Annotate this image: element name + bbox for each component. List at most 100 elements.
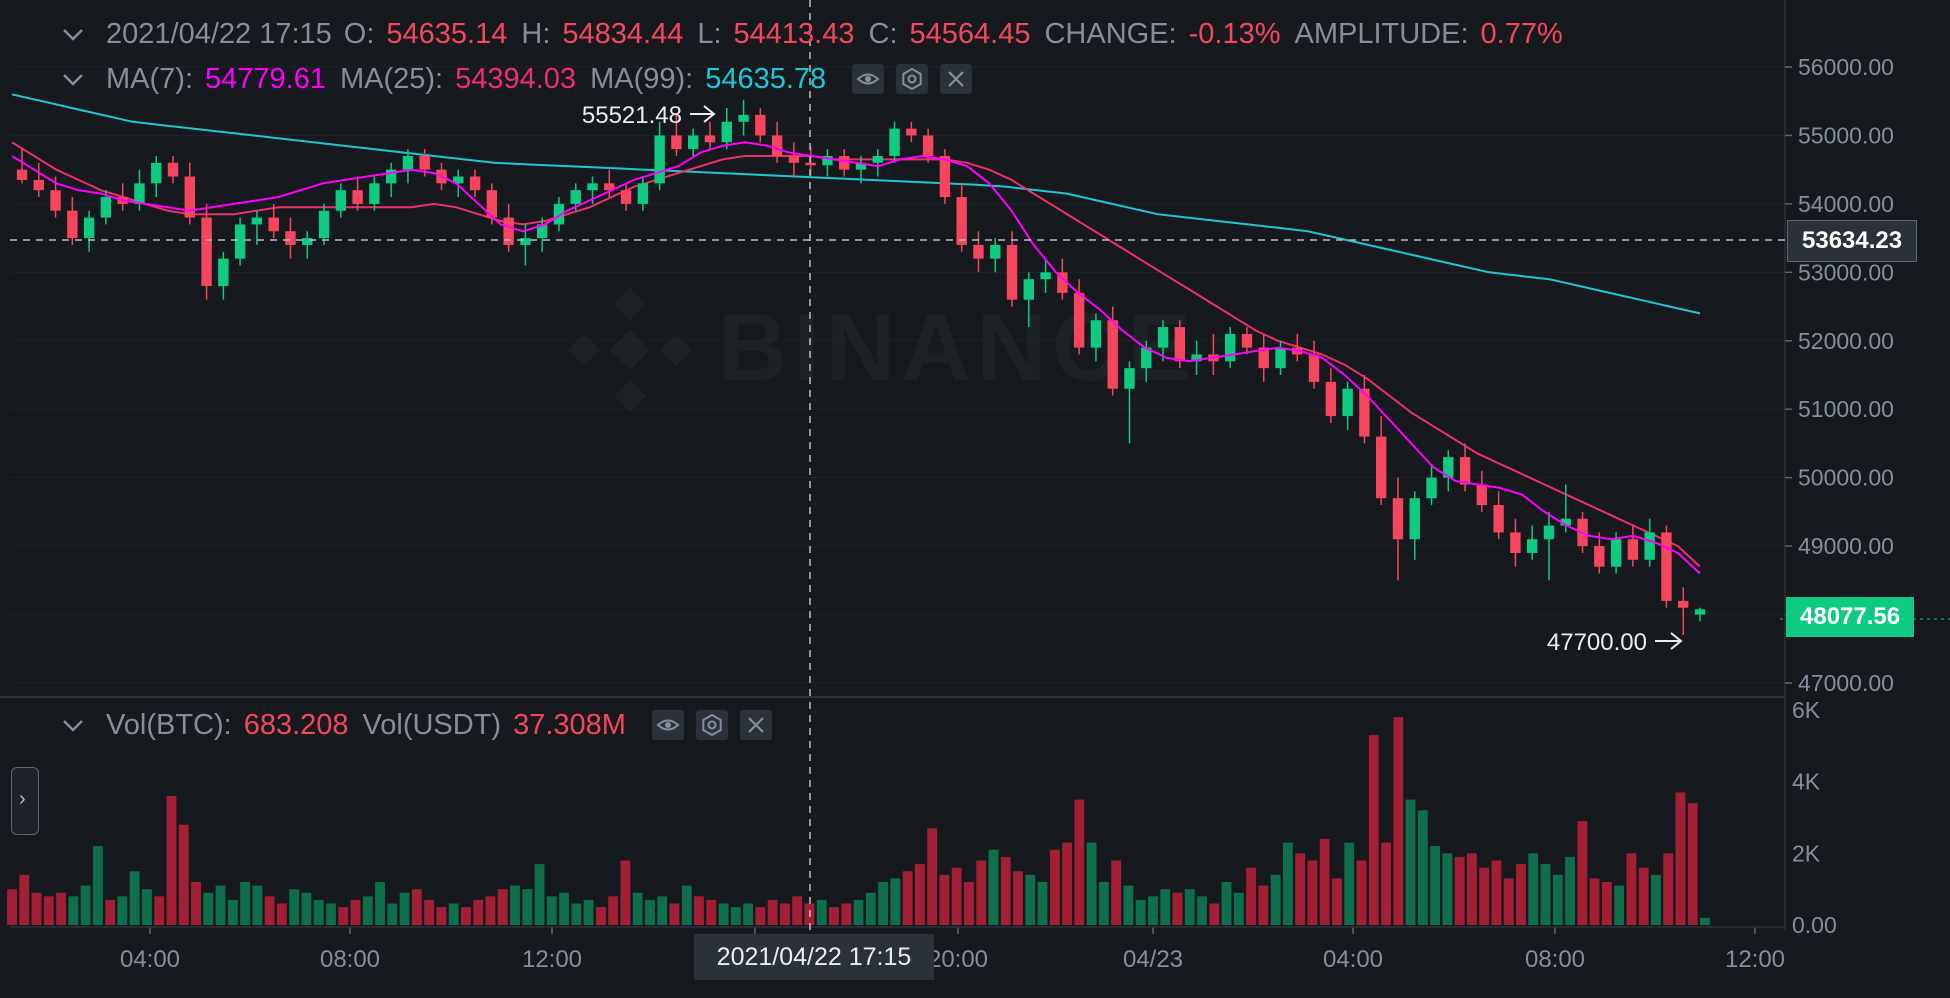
ma7-value: 54779.61 <box>205 62 326 95</box>
candle-body <box>1157 327 1169 348</box>
volume-bar <box>1417 810 1428 925</box>
volume-bar <box>1282 842 1293 925</box>
candle-body <box>1644 532 1655 560</box>
ma99-value: 54635.78 <box>705 62 827 95</box>
volume-bar <box>743 903 753 925</box>
vol-usdt-value: 37.308M <box>513 708 626 741</box>
chevron-down-icon[interactable] <box>58 64 88 94</box>
settings-button[interactable] <box>695 710 728 740</box>
candle-body <box>1392 498 1404 540</box>
price-tick-label: 53000.00 <box>1798 259 1894 285</box>
volume-bar <box>1000 856 1011 925</box>
candle-body <box>1476 484 1488 506</box>
volume-bar <box>1601 882 1612 925</box>
eye-button[interactable] <box>852 64 885 94</box>
time-tick-label: 04:00 <box>1323 946 1383 973</box>
candle-body <box>302 238 313 245</box>
watermark: BINANCE <box>568 288 1191 412</box>
volume-bar <box>1111 860 1122 925</box>
volume-bar <box>841 903 852 925</box>
volume-bar <box>730 907 741 925</box>
candle-body <box>1543 525 1555 540</box>
time-tick-label: 08:00 <box>1525 946 1585 973</box>
ma7-path <box>11 141 1701 575</box>
volume-bar <box>1258 885 1269 925</box>
volume-bar <box>1098 882 1109 925</box>
candle-body <box>587 183 598 191</box>
volume-bar <box>964 882 974 925</box>
eye-button[interactable] <box>651 710 684 740</box>
candle-body <box>520 238 531 245</box>
candle-body <box>1073 292 1085 348</box>
volume-bar <box>1638 867 1649 925</box>
candle-body <box>83 217 95 239</box>
volume-bar <box>338 907 349 925</box>
volume-bar <box>252 885 263 925</box>
candle-body <box>1275 347 1286 369</box>
ma25-label: MA(25): <box>339 62 444 95</box>
volume-bar <box>473 899 484 925</box>
candle-body <box>671 135 682 150</box>
volume-bar <box>681 885 692 925</box>
volume-bar <box>448 903 459 925</box>
volume-bar <box>350 899 361 925</box>
candle-body <box>536 224 548 239</box>
time-axis[interactable]: 04:0008:0012:0016:0020:0004/2304:0008:00… <box>10 926 1785 973</box>
volume-bar <box>1295 853 1306 925</box>
candle-body <box>922 135 934 156</box>
candle-body <box>570 190 581 204</box>
volume-bar <box>1565 856 1575 925</box>
volume-bar <box>1135 899 1146 925</box>
candle-body <box>1241 333 1253 348</box>
candle-body <box>889 128 900 156</box>
candle-body <box>453 176 464 184</box>
volume-bar <box>1049 849 1060 925</box>
volume-bar <box>142 889 152 925</box>
volume-bar <box>80 885 91 925</box>
candle-body <box>402 155 414 170</box>
candle-body <box>654 135 665 184</box>
last-price-label: 48077.56 <box>1786 597 1915 637</box>
candle-body <box>318 210 330 239</box>
high-value: 54834.44 <box>562 17 684 50</box>
chevron-down-icon[interactable] <box>58 710 88 740</box>
volume-bar <box>68 896 79 925</box>
close-button[interactable] <box>940 64 973 94</box>
close-button[interactable] <box>739 710 772 740</box>
chevron-down-icon[interactable] <box>58 19 88 49</box>
volume-bar <box>890 878 901 925</box>
candle-body <box>1594 546 1605 567</box>
candle-body <box>486 190 498 218</box>
volume-bar <box>276 903 287 925</box>
candle-body <box>755 114 766 136</box>
volume-bar <box>19 874 30 925</box>
candle-body <box>151 162 162 184</box>
volume-bar <box>988 849 999 925</box>
candle-body <box>855 162 867 170</box>
volume-bar <box>559 892 569 925</box>
volume-bar <box>779 903 790 925</box>
volume-bar <box>424 899 435 925</box>
volume-bar <box>976 860 987 925</box>
candle-body <box>251 217 263 225</box>
volume-bar <box>1381 842 1391 925</box>
volume-bar <box>1466 853 1477 925</box>
vol-btc-label: Vol(BTC): <box>106 708 232 741</box>
candle-body <box>637 183 649 204</box>
candle-body <box>419 155 430 170</box>
time-tick-label: 12:00 <box>1725 946 1785 973</box>
volume-axis[interactable]: 6K 4K 2K 0.00 <box>1792 697 1837 938</box>
eye-icon <box>856 73 880 85</box>
expand-panel-button[interactable]: › <box>11 767 39 835</box>
candle-body <box>469 176 481 191</box>
candle-body <box>1409 498 1420 540</box>
settings-button[interactable] <box>896 64 929 94</box>
candle-body <box>1124 368 1135 389</box>
candle-body <box>268 217 279 232</box>
candle-body <box>1107 320 1118 389</box>
volume-bar <box>1221 882 1232 925</box>
volume-bar <box>546 896 557 925</box>
volume-bar <box>1074 799 1085 925</box>
candle-body <box>369 183 380 204</box>
